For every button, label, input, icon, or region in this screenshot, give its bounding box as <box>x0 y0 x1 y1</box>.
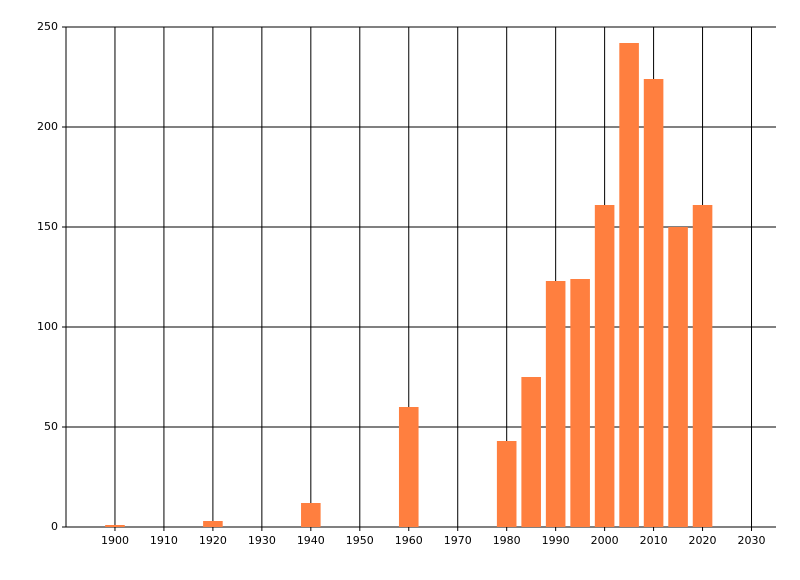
x-tick-label: 2030 <box>738 534 766 547</box>
bar <box>105 525 125 527</box>
x-tick-label: 1920 <box>199 534 227 547</box>
x-tick-label: 1910 <box>150 534 178 547</box>
y-tick-label: 0 <box>51 520 58 533</box>
x-tick-label: 1940 <box>297 534 325 547</box>
x-tick-label: 1950 <box>346 534 374 547</box>
x-tick-label: 2020 <box>689 534 717 547</box>
y-tick-label: 250 <box>37 20 58 33</box>
x-tick-label: 1980 <box>493 534 521 547</box>
bar <box>203 521 223 527</box>
y-tick-label: 200 <box>37 120 58 133</box>
x-tick-label: 2000 <box>591 534 619 547</box>
x-tick-label: 1970 <box>444 534 472 547</box>
y-tick-label: 50 <box>44 420 58 433</box>
y-tick-label: 100 <box>37 320 58 333</box>
x-tick-label: 1900 <box>101 534 129 547</box>
y-tick-label: 150 <box>37 220 58 233</box>
bar <box>496 441 517 527</box>
bar <box>668 227 688 527</box>
bar <box>619 43 639 527</box>
x-tick-label: 2010 <box>640 534 668 547</box>
bar <box>521 377 541 527</box>
x-tick-label: 1960 <box>395 534 423 547</box>
bar <box>545 281 566 527</box>
bar <box>301 503 321 527</box>
bar <box>692 205 713 527</box>
bar <box>643 79 664 527</box>
bar <box>570 279 590 527</box>
bar <box>594 205 615 527</box>
x-tick-label: 1930 <box>248 534 276 547</box>
x-tick-label: 1990 <box>542 534 570 547</box>
bar <box>398 407 419 527</box>
